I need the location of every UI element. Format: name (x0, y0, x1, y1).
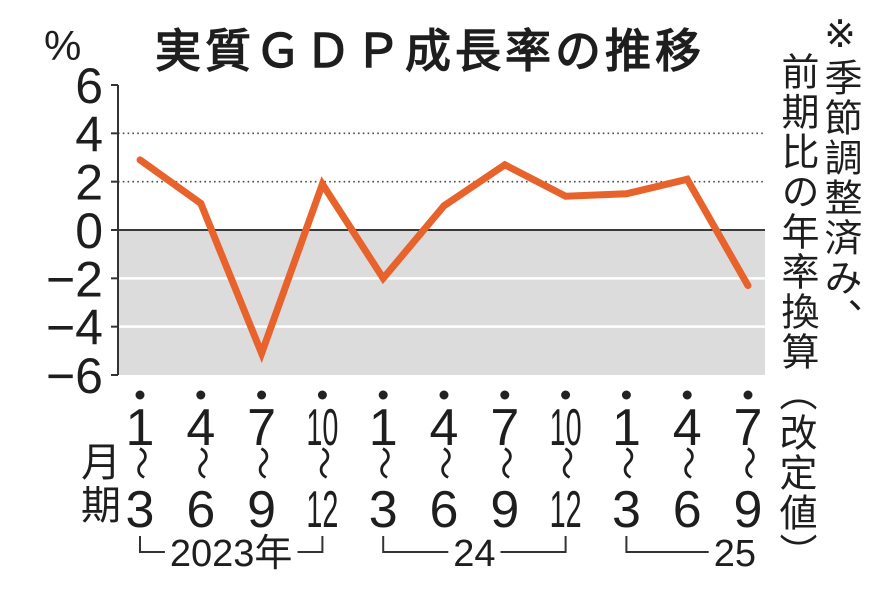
x-tick-label: 1～3 (606, 399, 646, 539)
x-tick-label-end: 9 (247, 481, 276, 539)
data-point (136, 156, 144, 164)
x-tick-label: 4～6 (424, 399, 464, 539)
footnote-line-2: 前期比の年率換算 (775, 52, 819, 372)
y-tick-label: 6 (75, 58, 103, 114)
year-bracket (139, 536, 165, 553)
x-tick-label: 4～6 (181, 399, 221, 539)
year-group-label: 2023年 (170, 533, 293, 575)
x-tick-label-start: 10 (550, 399, 582, 457)
x-tick-label-start: 1 (126, 399, 155, 457)
x-tick-label-end: 3 (612, 481, 641, 539)
year-bracket (500, 536, 567, 553)
data-point (258, 349, 266, 357)
x-tick-label: 7～9 (242, 399, 282, 539)
data-point (562, 192, 570, 200)
x-tick-label-start: 4 (673, 399, 702, 457)
x-tick-bullet (378, 390, 388, 400)
x-tick-label-start: 4 (430, 399, 459, 457)
x-tick-bullet (682, 390, 692, 400)
y-tick-label: 2 (75, 155, 103, 211)
x-tick-label-separator: ～ (242, 446, 282, 480)
x-tick-bullet (561, 390, 571, 400)
x-tick-label-separator: ～ (546, 446, 586, 480)
data-point (501, 161, 509, 169)
x-tick-label-separator: ～ (424, 446, 464, 480)
x-tick-bullet (500, 390, 510, 400)
x-tick-label-separator: ～ (606, 446, 646, 480)
data-point (318, 180, 326, 188)
year-group-label: 24 (453, 533, 495, 575)
x-tick-label: 1～3 (363, 399, 403, 539)
data-point (197, 199, 205, 207)
x-tick-label-separator: ～ (181, 446, 221, 480)
year-bracket (382, 536, 449, 553)
year-bracket (297, 536, 324, 553)
x-tick-label-end: 6 (673, 481, 702, 539)
x-tick-label-end: 3 (126, 481, 155, 539)
x-tick-label-start: 4 (186, 399, 215, 457)
chart-title: 実質ＧＤＰ成長率の推移 (155, 24, 705, 78)
data-point (744, 282, 752, 290)
year-bracket (625, 536, 709, 553)
x-tick-bullet (743, 390, 753, 400)
x-tick-label-end: 9 (490, 481, 519, 539)
y-tick-label: 0 (75, 203, 103, 259)
x-tick-bullet (135, 390, 145, 400)
x-tick-label-end: 12 (550, 481, 582, 539)
x-tick-label-separator: ～ (667, 446, 707, 480)
x-axis-layer: 1～34～67～910～121～34～67～910～121～34～67～9202… (120, 390, 768, 575)
x-tick-label-start: 7 (490, 399, 519, 457)
x-tick-label-end: 6 (430, 481, 459, 539)
x-tick-label: 10～12 (302, 399, 342, 539)
x-tick-label-separator: ～ (728, 446, 768, 480)
x-tick-bullet (317, 390, 327, 400)
x-tick-label-end: 3 (369, 481, 398, 539)
x-tick-label-start: 7 (734, 399, 763, 457)
x-tick-bullet (257, 390, 267, 400)
x-tick-label-start: 1 (612, 399, 641, 457)
x-tick-label: 10～12 (546, 399, 586, 539)
x-tick-bullet (196, 390, 206, 400)
y-unit-label: % (44, 22, 81, 69)
series-layer (136, 156, 752, 364)
footnote-line-1: ※季節調整済み、 (818, 12, 862, 338)
x-tick-bullet (621, 390, 631, 400)
x-tick-label: 7～9 (485, 399, 525, 539)
y-tick-label: −6 (46, 348, 103, 404)
x-tick-label-separator: ～ (363, 446, 403, 480)
data-point (379, 274, 387, 282)
x-tick-label-start: 10 (306, 399, 338, 457)
revision-note: （改定値） (773, 373, 817, 573)
x-tick-label-separator: ～ (485, 446, 525, 480)
x-tick-label-separator: ～ (120, 446, 160, 480)
data-point (622, 190, 630, 198)
x-tick-label-end: 12 (306, 481, 338, 539)
x-axis-label: 月期 (74, 441, 120, 527)
data-point (683, 175, 691, 183)
year-group-label: 25 (714, 533, 756, 575)
x-tick-label: 7～9 (728, 399, 768, 539)
x-tick-label-separator: ～ (302, 446, 342, 480)
x-tick-label: 4～6 (667, 399, 707, 539)
negative-region-shading (118, 230, 765, 375)
y-tick-label: 4 (75, 106, 103, 162)
x-tick-label-end: 6 (186, 481, 215, 539)
grid-layer (118, 132, 765, 375)
x-tick-label-end: 9 (734, 481, 763, 539)
y-tick-label: −4 (46, 300, 103, 356)
x-tick-bullet (439, 390, 449, 400)
y-tick-label: −2 (46, 251, 103, 307)
x-tick-label-start: 7 (247, 399, 276, 457)
plot-area: 6420−2−4−61～34～67～910～121～34～67～910～121～… (46, 58, 768, 575)
data-point (440, 202, 448, 210)
x-tick-label-start: 1 (369, 399, 398, 457)
x-tick-label: 1～3 (120, 399, 160, 539)
